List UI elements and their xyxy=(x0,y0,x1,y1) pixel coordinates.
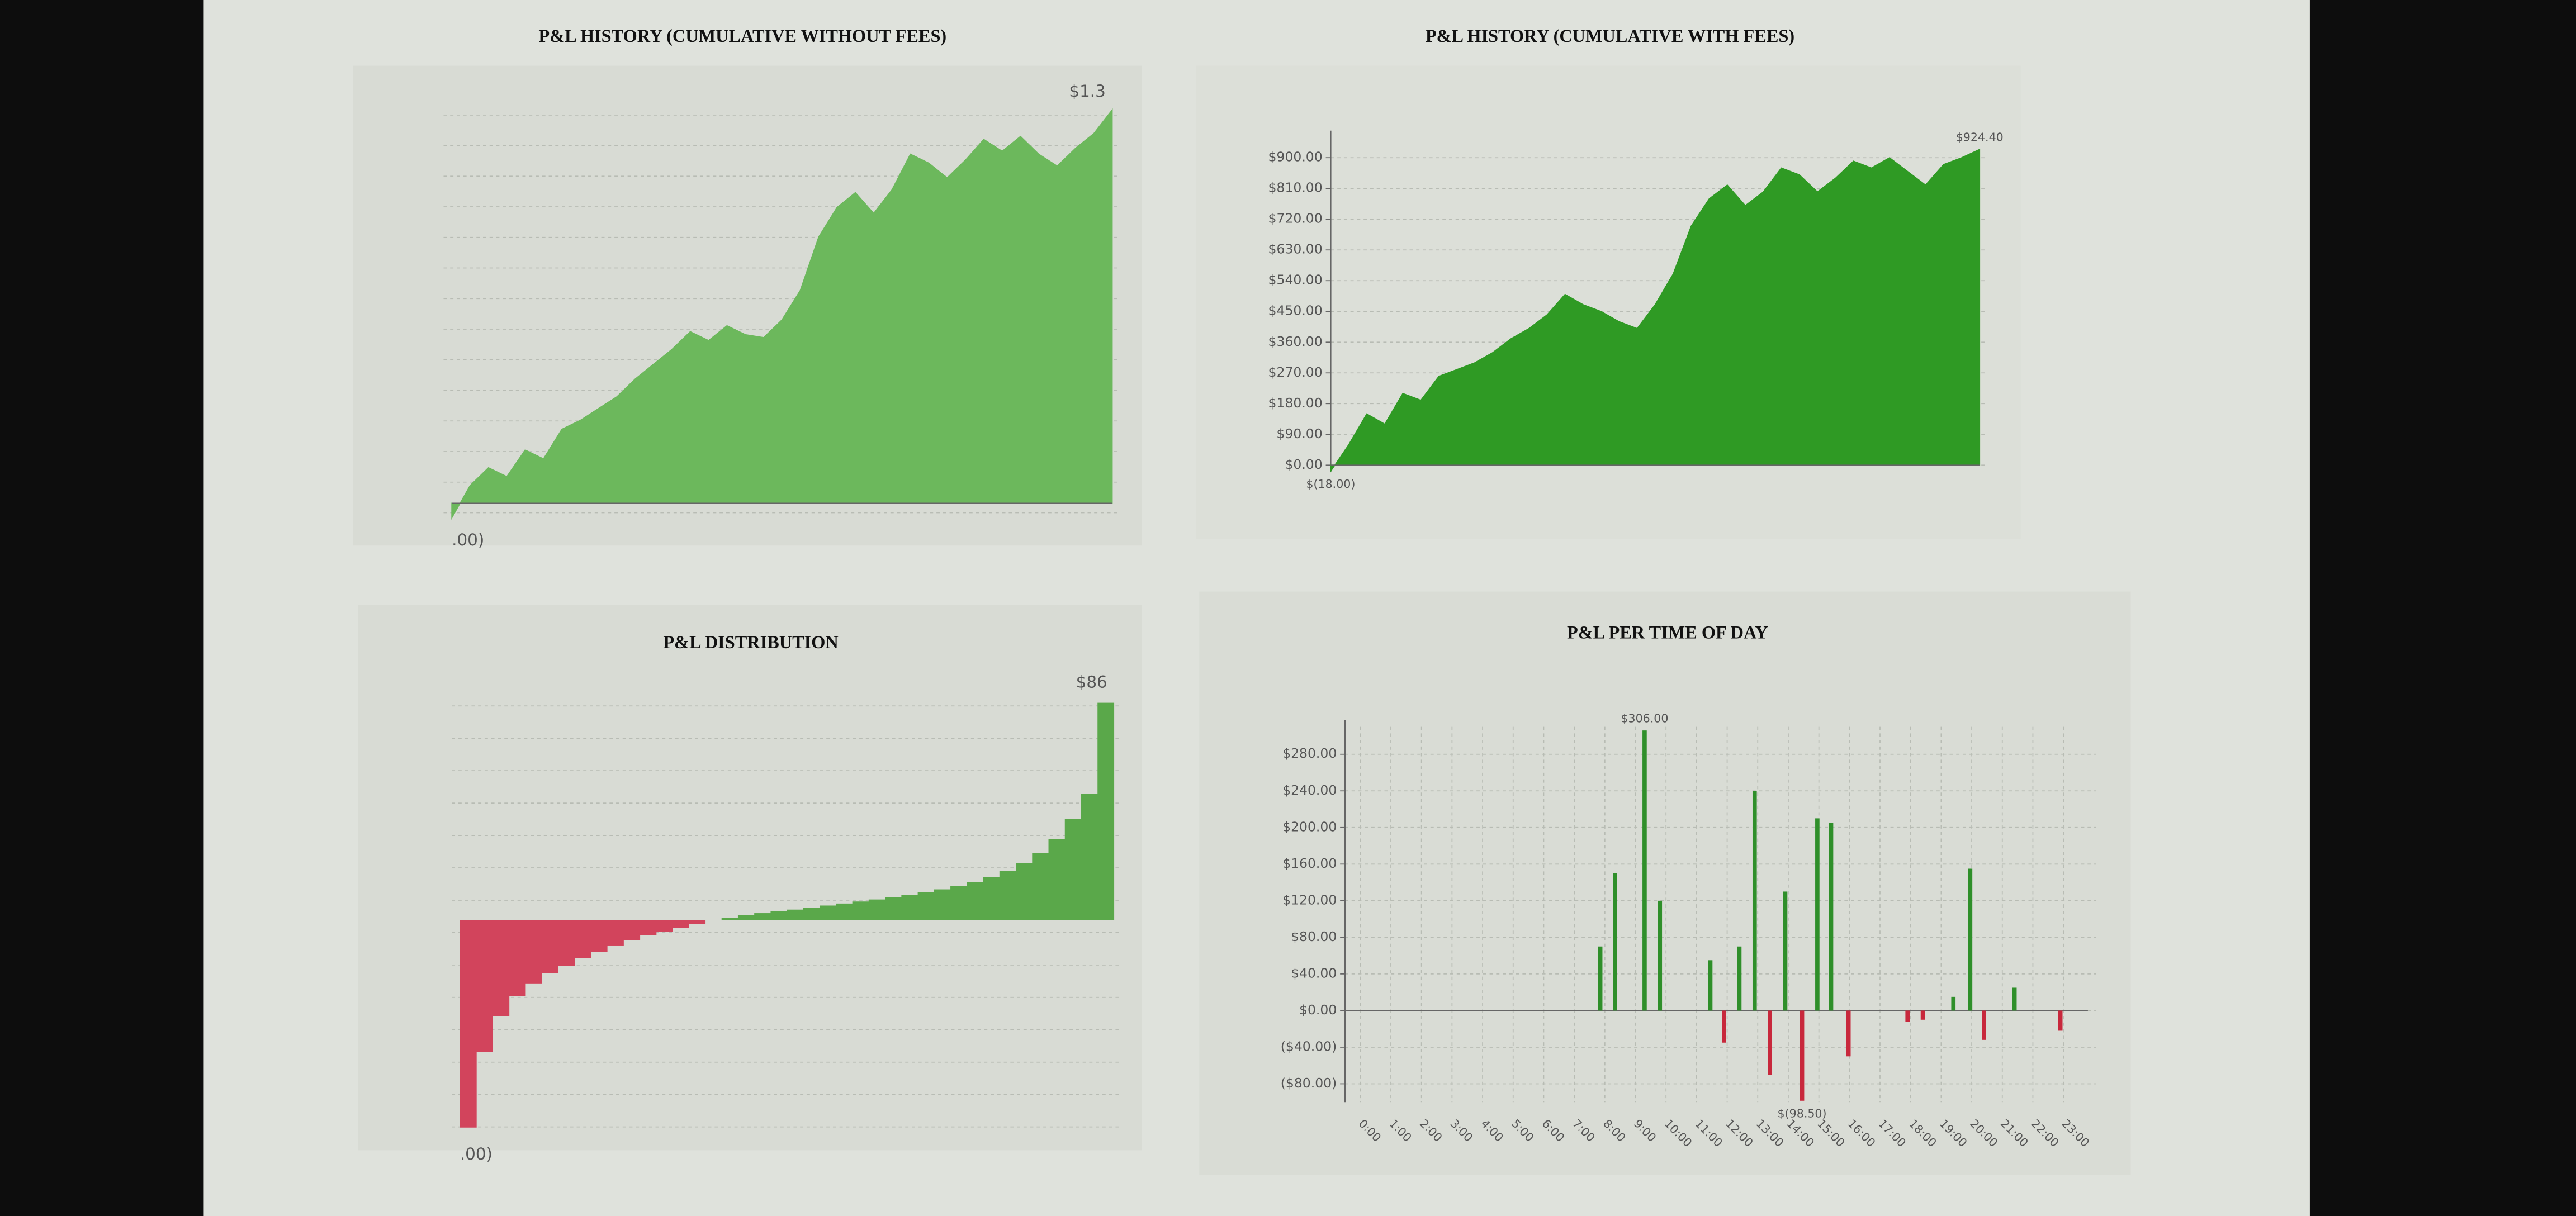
bar xyxy=(868,899,886,920)
y-tick-label: $0.00 xyxy=(1285,457,1322,472)
value-label: $(98.50) xyxy=(1778,1106,1827,1120)
bar xyxy=(574,920,591,958)
bar xyxy=(1642,730,1647,1011)
chart-title: P&L PER TIME OF DAY xyxy=(1567,622,1768,642)
bar xyxy=(1920,1010,1925,1020)
bar xyxy=(2058,1010,2063,1031)
y-tick-label: $540.00 xyxy=(1268,272,1323,288)
bar xyxy=(493,920,510,1016)
bar xyxy=(1064,819,1082,920)
bar xyxy=(737,915,755,920)
y-tick-label: $360.00 xyxy=(1268,334,1323,349)
y-tick-label: $900.00 xyxy=(1268,149,1323,165)
bar xyxy=(509,920,526,996)
bar xyxy=(721,918,738,920)
bar xyxy=(901,895,918,920)
bar xyxy=(967,882,984,920)
chart-title: P&L DISTRIBUTION xyxy=(663,632,838,652)
bar xyxy=(1815,818,1820,1011)
chart-title: P&L HISTORY (CUMULATIVE WITHOUT FEES) xyxy=(538,26,946,46)
y-tick-label: ($80.00) xyxy=(1281,1075,1337,1091)
bar xyxy=(754,913,771,920)
y-tick-label: $40.00 xyxy=(1291,965,1337,981)
panel xyxy=(1199,591,2131,1175)
bar xyxy=(1752,791,1757,1011)
bar xyxy=(1951,996,1956,1011)
bar xyxy=(1658,900,1663,1011)
bar xyxy=(1905,1010,1910,1022)
bar xyxy=(1982,1010,1986,1040)
bar xyxy=(2012,987,2017,1011)
bar xyxy=(1081,794,1098,920)
value-label: $(18.00) xyxy=(1306,477,1355,491)
bar xyxy=(460,920,477,1128)
y-tick-label: $80.00 xyxy=(1291,929,1337,944)
area xyxy=(1330,148,1981,473)
bar xyxy=(689,920,706,924)
y-tick-label: $280.00 xyxy=(1282,745,1337,761)
y-tick-label: ($40.00) xyxy=(1281,1038,1337,1054)
value-label: $306.00 xyxy=(1621,712,1668,725)
y-tick-label: $180.00 xyxy=(1268,395,1323,411)
y-tick-label: $120.00 xyxy=(1282,892,1337,908)
bar xyxy=(558,920,575,966)
y-tick-label: $160.00 xyxy=(1282,856,1337,871)
bar xyxy=(934,889,951,920)
bar xyxy=(983,877,1000,920)
bar xyxy=(1829,823,1834,1011)
bar xyxy=(1048,839,1066,920)
bar xyxy=(607,920,624,946)
bar xyxy=(1708,960,1713,1011)
y-tick-label: $240.00 xyxy=(1282,782,1337,798)
bar xyxy=(476,920,493,1052)
bar xyxy=(1097,702,1115,920)
bar xyxy=(623,920,641,940)
annotation: $1.3 xyxy=(1069,82,1105,101)
value-label: $924.40 xyxy=(1956,131,2004,144)
bar xyxy=(852,901,869,920)
bar xyxy=(1846,1010,1851,1057)
bar xyxy=(1783,891,1788,1011)
chart-title: P&L HISTORY (CUMULATIVE WITH FEES) xyxy=(1426,26,1794,46)
y-tick-label: $720.00 xyxy=(1268,211,1323,226)
bar xyxy=(803,908,820,920)
bar xyxy=(836,903,853,920)
y-tick-label: $200.00 xyxy=(1282,819,1337,834)
bar xyxy=(672,920,689,928)
y-tick-label: $90.00 xyxy=(1277,426,1323,441)
y-tick-label: $450.00 xyxy=(1268,303,1323,319)
y-tick-label: $810.00 xyxy=(1268,180,1323,196)
y-tick-label: $630.00 xyxy=(1268,241,1323,257)
bar xyxy=(1768,1010,1772,1075)
bar xyxy=(1032,853,1049,920)
bar xyxy=(1800,1010,1805,1101)
bar xyxy=(950,886,967,920)
annotation: .00) xyxy=(452,530,484,549)
bar xyxy=(820,905,836,920)
bar xyxy=(885,897,902,920)
area xyxy=(451,108,1113,520)
bar xyxy=(590,920,608,952)
bar xyxy=(1737,946,1742,1011)
bar xyxy=(770,911,788,920)
bar xyxy=(1613,873,1617,1011)
bar xyxy=(1968,868,1973,1011)
bar xyxy=(917,892,935,920)
annotation: $86 xyxy=(1076,673,1107,692)
bar xyxy=(640,920,657,935)
bar xyxy=(542,920,558,973)
bar xyxy=(656,920,673,932)
bar xyxy=(999,871,1016,920)
bar xyxy=(1598,946,1603,1011)
bar xyxy=(787,909,804,920)
bar xyxy=(1016,863,1033,920)
bar xyxy=(525,920,542,984)
bar xyxy=(1722,1010,1726,1043)
y-tick-label: $270.00 xyxy=(1268,364,1323,380)
y-tick-label: $0.00 xyxy=(1299,1002,1337,1018)
annotation: .00) xyxy=(460,1144,493,1163)
